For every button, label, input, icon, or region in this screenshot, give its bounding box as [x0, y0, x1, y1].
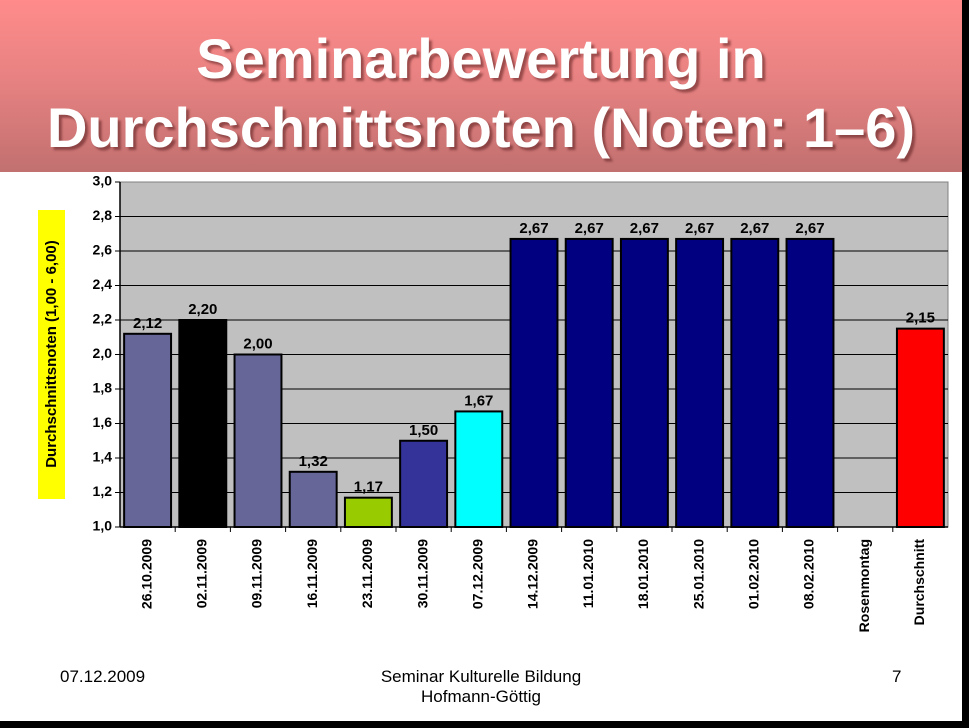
- y-tick-label: 2,6: [93, 242, 113, 258]
- bar-value-label: 2,67: [519, 220, 548, 237]
- y-axis-label: Durchschnittsnoten (1,00 - 6,00): [43, 240, 60, 468]
- x-tick-label: 01.02.2010: [746, 539, 762, 609]
- bar-value-label: 2,20: [188, 301, 217, 318]
- bar-value-label: 1,50: [409, 422, 438, 439]
- bar: [895, 327, 945, 528]
- slide-title-line-2: Durchschnittsnoten (Noten: 1–6): [46, 96, 916, 159]
- y-tick-label: 1,0: [93, 518, 113, 534]
- bar: [399, 439, 449, 528]
- bar: [509, 237, 559, 529]
- bar-value-label: 2,67: [740, 220, 769, 237]
- y-tick-label: 1,6: [93, 414, 113, 430]
- y-tick-label: 2,0: [93, 345, 113, 361]
- footer-date: 07.12.2009: [60, 667, 146, 686]
- x-tick-label: 25.01.2010: [690, 539, 706, 609]
- bar-value-label: 2,00: [243, 336, 272, 353]
- bar: [288, 470, 338, 528]
- bar: [343, 496, 393, 528]
- bar-value-label: 1,32: [299, 453, 328, 470]
- bar: [564, 237, 614, 529]
- footer-author: Hofmann-Göttig: [421, 687, 541, 706]
- x-tick-label: Durchschnitt: [911, 539, 927, 626]
- bar-value-label: 2,67: [630, 220, 659, 237]
- y-tick-label: 2,4: [93, 276, 113, 292]
- x-tick-label: 08.02.2010: [801, 539, 817, 609]
- bar: [675, 237, 725, 529]
- bar: [123, 332, 173, 528]
- y-tick-label: 1,4: [93, 449, 113, 465]
- x-tick-label: Rosenmontag: [856, 539, 872, 632]
- bar: [619, 237, 669, 529]
- bar-chart: 1,0 1,2 1,4 1,6 1,8 2,0 2,2 2,4 2,6 2,8 3,0 26.10.…: [38, 173, 949, 632]
- footer-seminar: Seminar Kulturelle Bildung: [380, 667, 582, 686]
- x-tick-label: 18.01.2010: [635, 539, 651, 609]
- bar-value-label: 2,15: [906, 310, 935, 327]
- bar: [178, 319, 228, 528]
- bar-value-label: 2,12: [133, 315, 162, 332]
- bar-value-label: 2,67: [685, 220, 714, 237]
- y-tick-label: 2,2: [93, 311, 113, 327]
- bar-value-label: 2,67: [795, 220, 824, 237]
- bar-value-label: 1,67: [464, 392, 493, 409]
- y-tick-label: 3,0: [93, 173, 113, 189]
- y-axis-label-background: [38, 210, 65, 499]
- slide-title-line-1: Seminarbewertung in: [196, 27, 766, 90]
- x-tick-label: 07.12.2009: [470, 539, 486, 609]
- bar: [454, 410, 504, 528]
- x-tick-label: 23.11.2009: [359, 539, 375, 609]
- x-tick-label: 02.11.2009: [194, 539, 210, 609]
- page-number: 7: [892, 667, 902, 686]
- x-tick-label: 30.11.2009: [414, 539, 430, 609]
- x-tick-label: 09.11.2009: [249, 539, 265, 609]
- x-tick-label: 11.01.2010: [580, 539, 596, 609]
- title-band: Seminarbewertung in Durchschnittsnoten (…: [0, 0, 962, 172]
- x-tick-label: 26.10.2009: [138, 539, 154, 609]
- bar: [730, 237, 780, 529]
- y-tick-label: 1,8: [93, 380, 113, 396]
- bar: [233, 353, 283, 528]
- bar-value-label: 1,17: [354, 479, 383, 496]
- y-tick-label: 2,8: [93, 207, 113, 223]
- y-tick-label: 1,2: [93, 483, 113, 499]
- footer-center: Seminar Kulturelle Bildung Hofmann-Götti…: [300, 667, 662, 707]
- bar: [785, 237, 835, 529]
- x-tick-label: 16.11.2009: [304, 539, 320, 609]
- bar-value-label: 2,67: [575, 220, 604, 237]
- x-tick-label: 14.12.2009: [525, 539, 541, 609]
